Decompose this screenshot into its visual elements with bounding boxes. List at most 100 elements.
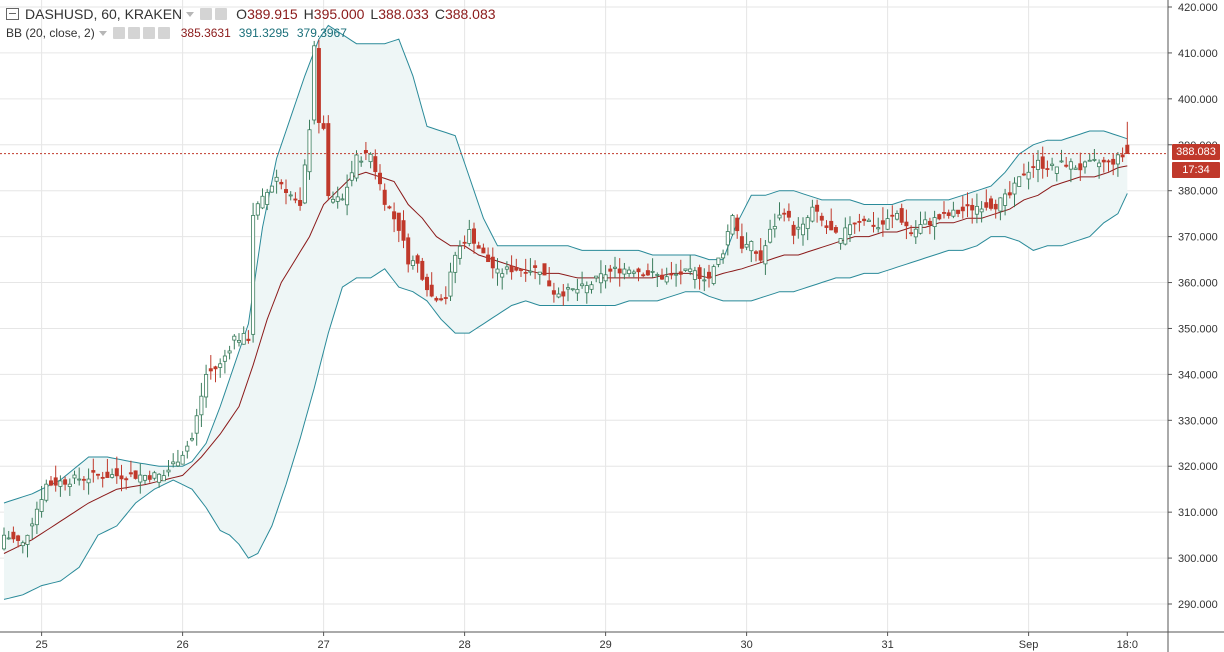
bb-upper-value: 391.3295 (238, 26, 289, 40)
last-price-badge: 388.083 (1172, 144, 1220, 160)
candle-body (1115, 154, 1120, 165)
candle-body (241, 333, 246, 345)
candle-body (796, 226, 801, 230)
candle-body (222, 355, 227, 362)
y-tick-label: 380.000 (1178, 186, 1218, 198)
eye-icon[interactable] (200, 8, 213, 20)
candle-body (1031, 166, 1036, 168)
candle-body (509, 265, 514, 273)
candle-body (1092, 158, 1097, 161)
candle-body (1040, 156, 1045, 169)
candle-body (49, 480, 54, 486)
candle-body (373, 156, 378, 173)
candle-body (260, 195, 265, 209)
candle-body (1045, 168, 1050, 170)
candle-body (199, 395, 204, 416)
candle-body (439, 298, 444, 301)
candle-body (744, 243, 749, 248)
candle-body (810, 206, 815, 222)
settings-icon[interactable] (215, 8, 228, 20)
symbol-title[interactable]: DASHUSD, 60, KRAKEN (25, 6, 183, 22)
candle-body (434, 297, 439, 301)
y-tick-label: 300.000 (1178, 553, 1218, 565)
candle-body (53, 477, 58, 486)
candle-body (589, 284, 594, 290)
bb-upper-line (3, 24, 1128, 504)
candle-body (1078, 163, 1083, 171)
candle-body (918, 224, 923, 234)
candle-body (227, 350, 232, 354)
indicator-dropdown-icon[interactable] (98, 30, 107, 36)
symbol-dropdown-icon[interactable] (186, 11, 195, 17)
candle-body (279, 181, 284, 185)
candle-body (208, 368, 213, 372)
candle-body (1064, 164, 1069, 167)
candle-body (495, 268, 500, 274)
candle-body (467, 229, 472, 244)
high-label: H (303, 6, 314, 22)
candle-body (692, 270, 697, 280)
candle-body (669, 273, 674, 276)
candle-body (335, 196, 340, 202)
candle-body (246, 338, 251, 341)
candle-body (157, 473, 162, 483)
candle-body (641, 274, 646, 277)
candle-body (876, 227, 881, 230)
candle-body (213, 366, 218, 370)
y-tick-label: 410.000 (1178, 48, 1218, 60)
candle-body (542, 263, 547, 276)
indicator-name[interactable]: BB (20, close, 2) (6, 26, 95, 40)
candle-body (251, 215, 256, 335)
bar-countdown-badge: 17:34 (1172, 162, 1220, 178)
candle-body (377, 172, 382, 185)
candle-body (979, 208, 984, 213)
candle-body (772, 226, 777, 230)
candle-body (946, 212, 951, 216)
candle-body (801, 223, 806, 236)
candle-body (580, 283, 585, 287)
candle-body (283, 189, 288, 193)
candle-body (608, 268, 613, 272)
symbol-collapse-icon[interactable] (6, 8, 19, 20)
candle-body (453, 254, 458, 273)
candle-body (805, 217, 810, 229)
candle-body (613, 266, 618, 269)
candle-body (1120, 154, 1125, 158)
candle-body (255, 203, 260, 216)
candle-body (316, 48, 321, 123)
indicator-add-icon[interactable] (142, 27, 155, 39)
candle-body (96, 473, 101, 476)
indicator-settings-icon[interactable] (127, 27, 140, 39)
candle-body (866, 219, 871, 222)
candle-body (674, 273, 679, 276)
candle-body (528, 270, 533, 273)
candle-body (707, 271, 712, 279)
candle-body (77, 478, 82, 481)
x-tick-label: 29 (599, 639, 611, 651)
indicator-eye-icon[interactable] (112, 27, 125, 39)
candle-body (124, 478, 129, 481)
candle-body (185, 445, 190, 452)
candle-body (815, 204, 820, 212)
candle-body (965, 204, 970, 207)
candle-body (993, 203, 998, 210)
indicator-remove-icon[interactable] (157, 27, 170, 39)
close-value: 388.083 (444, 6, 496, 22)
x-tick-label: 31 (881, 639, 893, 651)
candle-body (913, 228, 918, 238)
candle-body (570, 288, 575, 291)
candle-body (1101, 159, 1106, 163)
candle-body (86, 478, 91, 484)
candle-body (490, 256, 495, 269)
candle-body (678, 271, 683, 275)
candle-body (627, 269, 632, 275)
candle-body (166, 469, 171, 473)
high-value: 395.000 (313, 6, 365, 22)
candle-body (110, 474, 115, 478)
candle-body (30, 523, 35, 527)
candle-body (410, 260, 415, 266)
candle-body (274, 176, 279, 182)
candle-body (768, 228, 773, 243)
